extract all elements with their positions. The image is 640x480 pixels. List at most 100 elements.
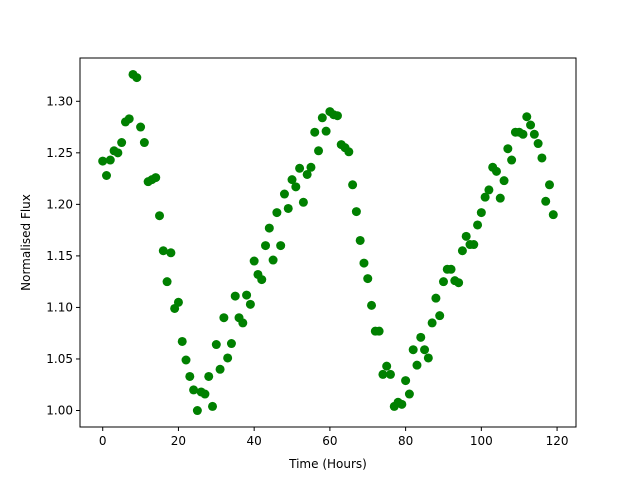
x-tick-label: 0 <box>99 434 107 448</box>
x-axis-ticks: 0 20 40 60 80 100 120 <box>99 427 569 448</box>
data-point <box>136 122 146 132</box>
data-point <box>268 255 278 265</box>
y-axis-ticks: 1.00 1.05 1.10 1.15 1.20 1.25 1.30 <box>46 94 80 418</box>
data-point <box>385 369 395 379</box>
data-point <box>541 196 551 206</box>
data-point <box>261 241 271 251</box>
data-point <box>215 364 225 374</box>
data-point <box>412 360 422 370</box>
data-point <box>211 340 221 350</box>
data-point <box>181 355 191 365</box>
data-point <box>533 139 543 149</box>
x-tick-label: 40 <box>247 434 262 448</box>
data-point <box>98 156 108 166</box>
x-tick-label: 80 <box>398 434 413 448</box>
y-tick-label: 1.05 <box>46 352 73 366</box>
y-tick-label: 1.20 <box>46 197 73 211</box>
data-point <box>321 126 331 136</box>
data-point <box>230 291 240 301</box>
data-point <box>427 318 437 328</box>
x-tick-label: 20 <box>171 434 186 448</box>
data-point <box>272 208 282 218</box>
data-point <box>249 256 259 266</box>
y-tick-label: 1.30 <box>46 94 73 108</box>
data-point <box>226 339 236 349</box>
data-point <box>435 311 445 321</box>
data-point <box>480 192 490 202</box>
data-point <box>363 274 373 284</box>
data-point <box>223 353 233 363</box>
data-point <box>208 401 218 411</box>
x-tick-label: 100 <box>470 434 493 448</box>
data-point <box>177 336 187 346</box>
data-point <box>348 180 358 190</box>
data-point <box>359 258 369 268</box>
data-point <box>238 318 248 328</box>
data-point <box>544 180 554 190</box>
data-point <box>461 231 471 241</box>
data-point <box>484 185 494 195</box>
data-point <box>469 240 479 250</box>
y-tick-label: 1.15 <box>46 249 73 263</box>
data-point <box>397 399 407 409</box>
data-point <box>351 207 361 217</box>
data-point <box>332 111 342 121</box>
data-point <box>378 369 388 379</box>
data-point <box>283 203 293 213</box>
data-point <box>185 371 195 381</box>
data-point <box>423 353 433 363</box>
x-tick-label: 120 <box>546 434 569 448</box>
y-axis-label: Normalised Flux <box>19 194 33 291</box>
data-point <box>158 246 168 256</box>
data-point <box>522 112 532 122</box>
data-point <box>105 155 115 165</box>
data-point <box>537 153 547 163</box>
data-point <box>491 166 501 176</box>
data-point <box>416 332 426 342</box>
data-point <box>404 389 414 399</box>
data-point <box>139 138 149 148</box>
data-point <box>495 193 505 203</box>
data-point <box>401 376 411 386</box>
data-point <box>548 210 558 220</box>
x-axis-label: Time (Hours) <box>288 457 367 471</box>
data-point <box>526 120 536 130</box>
data-point <box>454 278 464 288</box>
data-point <box>317 113 327 123</box>
data-point <box>276 241 286 251</box>
data-point <box>298 197 308 207</box>
y-tick-label: 1.00 <box>46 404 73 418</box>
data-point <box>344 147 354 157</box>
data-point <box>189 385 199 395</box>
data-point <box>291 182 301 192</box>
data-point <box>446 264 456 274</box>
data-point <box>132 73 142 83</box>
data-point <box>155 211 165 221</box>
x-tick-label: 60 <box>322 434 337 448</box>
data-point <box>151 173 161 183</box>
data-point <box>242 290 252 300</box>
data-point <box>264 223 274 233</box>
data-point <box>124 114 134 124</box>
data-point <box>355 235 365 245</box>
data-point <box>295 163 305 173</box>
data-point <box>408 345 418 355</box>
data-point <box>302 169 312 179</box>
data-point <box>503 144 513 154</box>
data-point <box>162 277 172 287</box>
plot-frame <box>79 57 577 428</box>
data-point <box>314 146 324 156</box>
data-point <box>219 313 229 323</box>
y-tick-label: 1.10 <box>46 300 73 314</box>
data-point <box>279 189 289 199</box>
data-point <box>192 406 202 416</box>
data-point <box>529 129 539 139</box>
data-point <box>117 138 127 148</box>
data-point <box>306 162 316 172</box>
data-point <box>518 129 528 139</box>
data-point <box>476 208 486 218</box>
data-point <box>245 299 255 309</box>
data-point <box>507 155 517 165</box>
data-point <box>473 220 483 230</box>
